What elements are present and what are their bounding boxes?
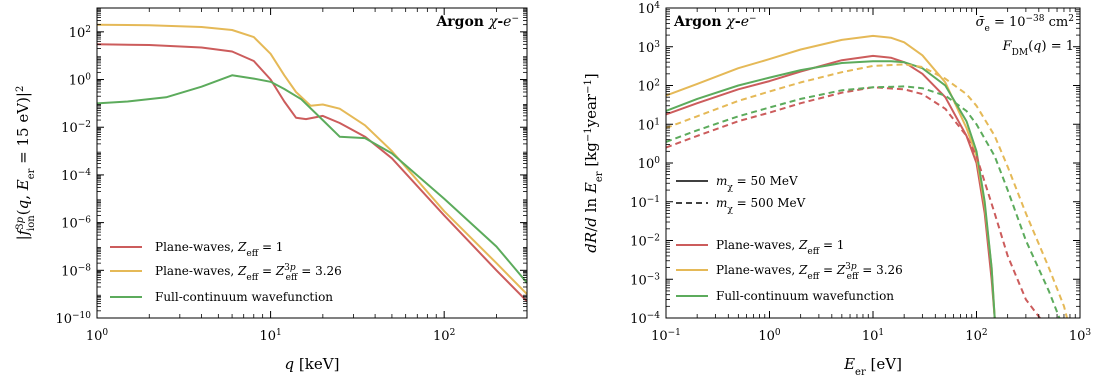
left-x-tick-label: 102 — [433, 328, 455, 344]
left-y-tick-label: 100 — [69, 73, 92, 89]
left-legend: Plane-waves, Zeff = 1 Plane-waves, Zeff … — [110, 240, 342, 304]
right-legend-label-2: Plane-waves, Zeff = Z3p eff = 3.26 — [716, 262, 903, 282]
right-y-tick-label: 101 — [638, 117, 660, 133]
right-series-line-6 — [666, 85, 1061, 318]
right-y-tick-label: 10−1 — [630, 195, 660, 211]
left-y-tick-label: 10−6 — [61, 216, 91, 232]
mass-legend-label-50: mχ = 50 MeV — [716, 174, 798, 193]
right-y-tick-label: 10−3 — [630, 272, 660, 288]
left-y-tick-label: 10−2 — [61, 120, 91, 136]
right-x-tick-label: 101 — [862, 328, 884, 344]
left-plot-area — [97, 23, 527, 303]
right-x-tick-label: 10−1 — [651, 328, 681, 344]
right-annotation-cross-section: σ̄e = 10−38 cm2 — [976, 14, 1074, 34]
right-y-tick-label: 103 — [638, 40, 661, 56]
left-axes-frame — [96, 7, 528, 319]
right-y-tick-label: 10−4 — [630, 311, 660, 327]
left-series-line-3 — [97, 74, 527, 284]
left-title: Argon χ-e− — [435, 14, 519, 30]
right-y-tick-label: 10−2 — [630, 234, 660, 250]
right-title: Argon χ-e− — [673, 14, 757, 30]
left-y-axis-label: |f3pion(q, Eer = 15 eV)|2 — [14, 86, 37, 241]
right-annotation-form-factor: FDM(q) = 1 — [1002, 39, 1074, 58]
right-x-tick-label: 100 — [758, 328, 781, 344]
left-ticks: 100 101 102 10−10 10−8 10−6 10−4 10−2 100 102 — [55, 8, 527, 344]
left-legend-label-3: Full-continuum wavefunction — [155, 290, 333, 304]
right-mass-legend: mχ = 50 MeV mχ = 500 MeV — [676, 174, 806, 215]
left-legend-label-1: Plane-waves, Zeff = 1 — [155, 240, 283, 259]
left-y-tick-label: 10−4 — [61, 168, 91, 184]
right-panel: 10−1 100 101 102 103 10−4 10−3 10−2 10−1 100 101 10… — [582, 1, 1091, 378]
right-legend-label-1: Plane-waves, Zeff = 1 — [716, 238, 844, 257]
left-y-tick-label: 10−8 — [61, 263, 91, 279]
right-y-tick-label: 104 — [638, 1, 661, 17]
left-panel: 100 101 102 10−10 10−8 10−6 10−4 10−2 100 102 Arg… — [14, 7, 528, 373]
left-legend-label-2: Plane-waves, Zeff = Z3p eff = 3.26 — [155, 263, 342, 283]
right-legend-label-3: Full-continuum wavefunction — [716, 289, 894, 303]
left-x-axis-label: q [keV] — [285, 355, 340, 373]
right-plot-area — [666, 34, 1069, 318]
right-y-tick-label: 102 — [638, 79, 660, 95]
right-ticks: 10−1 100 101 102 103 10−4 10−3 10−2 10−1 100 101 10… — [630, 1, 1091, 344]
left-y-tick-label: 10−10 — [55, 311, 91, 327]
right-x-tick-label: 102 — [965, 328, 987, 344]
left-x-tick-label: 100 — [86, 328, 109, 344]
right-legend: Plane-waves, Zeff = 1 Plane-waves, Zeff … — [676, 238, 903, 303]
left-x-tick-label: 101 — [259, 328, 281, 344]
right-series-line-5 — [666, 63, 1069, 318]
left-series-line-2 — [97, 23, 527, 295]
right-series-line-4 — [666, 86, 1042, 318]
right-y-tick-label: 100 — [638, 156, 661, 172]
right-series-line-3 — [666, 60, 996, 318]
left-y-tick-label: 102 — [69, 25, 91, 41]
left-series-line-1 — [97, 43, 527, 303]
right-y-axis-label: dR/d ln Eer [kg−1year−1] — [582, 73, 605, 252]
right-x-axis-label: Eer [eV] — [843, 355, 902, 378]
right-x-tick-label: 103 — [1069, 328, 1092, 344]
mass-legend-label-500: mχ = 500 MeV — [716, 196, 806, 215]
